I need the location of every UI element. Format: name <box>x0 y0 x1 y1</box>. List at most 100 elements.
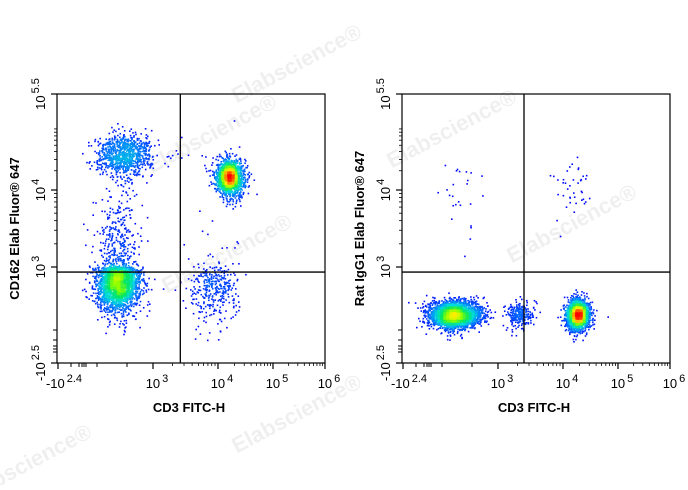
event-dot <box>122 311 125 314</box>
event-dot <box>137 151 140 153</box>
event-dot <box>128 312 130 315</box>
event-dot <box>117 165 120 168</box>
event-dot <box>127 283 130 286</box>
event-dot <box>111 236 113 239</box>
event-dot <box>115 281 117 284</box>
event-dot <box>126 283 129 286</box>
event-dot <box>215 184 218 187</box>
event-dot <box>133 298 136 300</box>
event-dot <box>136 290 139 293</box>
event-dot <box>128 153 130 156</box>
event-dot <box>130 165 132 168</box>
event-dot <box>102 290 105 292</box>
event-dot <box>131 268 134 271</box>
event-dot <box>219 177 221 180</box>
event-dot <box>113 254 115 257</box>
event-dot <box>130 309 132 312</box>
event-dot <box>107 141 109 144</box>
event-dot <box>115 212 118 214</box>
event-dot <box>128 285 130 288</box>
event-dot <box>129 143 132 145</box>
event-dot <box>106 234 108 236</box>
event-dot <box>120 255 122 257</box>
event-dot <box>147 158 149 160</box>
event-dot <box>235 167 237 169</box>
event-dot <box>232 208 234 210</box>
event-dot <box>117 134 119 137</box>
event-dot <box>133 293 135 295</box>
event-dot <box>102 278 104 281</box>
event-dot <box>205 321 207 324</box>
event-dot <box>114 307 117 309</box>
event-dot <box>246 166 248 169</box>
event-dot <box>101 165 104 168</box>
event-dot <box>85 296 87 298</box>
event-dot <box>118 282 121 285</box>
event-dot <box>111 249 114 252</box>
event-dot <box>119 218 122 221</box>
event-dot <box>127 244 130 246</box>
event-dot <box>215 183 218 186</box>
event-dot <box>220 161 222 163</box>
event-dot <box>95 169 98 171</box>
event-dot <box>167 165 170 168</box>
event-dot <box>208 285 210 287</box>
event-dot <box>133 135 135 137</box>
event-dot <box>205 272 208 275</box>
event-dot <box>102 229 104 232</box>
event-dot <box>133 171 135 173</box>
event-dot <box>229 191 232 193</box>
event-dot <box>108 214 111 216</box>
event-dot <box>130 251 133 253</box>
event-dot <box>122 286 125 289</box>
event-dot <box>117 184 119 187</box>
event-dot <box>121 259 124 262</box>
event-dot <box>193 292 195 294</box>
event-dot <box>131 154 134 157</box>
event-dot <box>131 300 133 303</box>
event-dot <box>104 296 107 298</box>
event-dot <box>119 154 122 156</box>
event-dot <box>129 179 132 181</box>
event-dot <box>108 138 110 141</box>
event-dot <box>233 192 235 194</box>
event-dot <box>239 157 241 160</box>
event-dot <box>135 145 137 147</box>
event-dot <box>128 296 131 299</box>
event-dot <box>129 147 131 149</box>
event-dot <box>142 307 145 309</box>
event-dot <box>91 287 94 289</box>
event-dot <box>134 174 136 176</box>
event-dot <box>100 298 102 300</box>
event-dot <box>116 179 119 182</box>
event-dot <box>139 280 141 283</box>
event-dot <box>127 293 130 296</box>
event-dot <box>105 142 108 145</box>
event-dot <box>103 296 105 299</box>
event-dot <box>86 161 88 164</box>
event-dot <box>209 304 211 306</box>
event-dot <box>220 312 222 314</box>
event-dot <box>120 243 123 245</box>
event-dot <box>99 157 102 159</box>
event-dot <box>107 238 110 240</box>
event-dot <box>204 274 206 277</box>
event-dot <box>131 181 133 184</box>
event-dot <box>132 234 134 236</box>
event-dot <box>213 275 215 278</box>
event-dot <box>132 154 135 157</box>
event-dot <box>142 290 145 292</box>
event-dot <box>121 278 124 280</box>
event-dot <box>118 289 121 291</box>
event-dot <box>228 285 231 288</box>
event-dot <box>130 255 132 257</box>
event-dot <box>121 281 123 283</box>
event-dot <box>230 160 232 163</box>
event-dot <box>149 167 151 169</box>
event-dot <box>127 158 129 161</box>
event-dot <box>107 216 109 219</box>
event-dot <box>115 236 118 239</box>
event-dot <box>119 308 121 311</box>
event-dot <box>236 191 239 194</box>
event-dot <box>106 293 109 296</box>
